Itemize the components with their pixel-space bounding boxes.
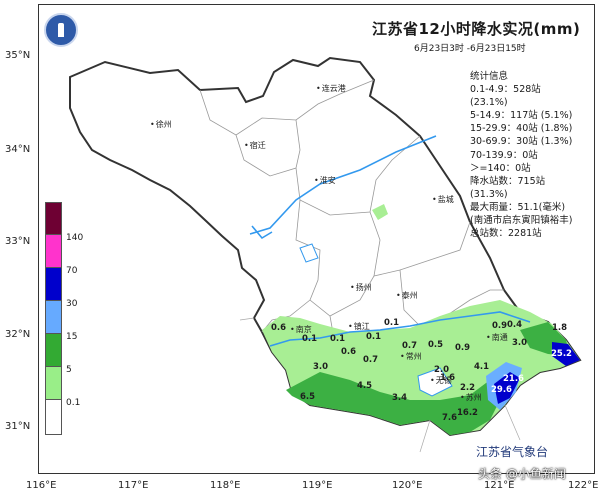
city-label: 镇江 [348,321,370,332]
watermark: 头条 @小鱼新闻 [478,467,566,481]
city-label: 常州 [400,351,422,362]
legend-label: 15 [66,332,78,342]
legend-swatch [45,268,62,301]
legend-label: 0.1 [66,398,81,408]
rain-area-5mm [286,372,505,435]
rain-value: 4.1 [474,362,490,372]
statistics-panel: 统计信息 0.1-4.9：528站 (23.1%) 5-14.9：117站 (5… [470,70,582,240]
legend-swatch [45,400,62,435]
rain-value: 16.2 [457,408,478,418]
legend-label: 30 [66,299,78,309]
lat-label: 32°N [5,329,31,340]
rain-value: 1.8 [552,323,568,333]
legend-label: 70 [66,266,78,276]
rain-value: 0.6 [341,347,357,357]
rain-value: 2.0 [434,365,450,375]
legend-label: 140 [66,233,84,243]
legend-swatch [45,235,62,268]
city-label: 宿迁 [244,140,266,151]
legend-swatch [45,334,62,367]
lon-label: 122°E [568,480,599,491]
rain-value: 6.5 [300,392,316,402]
rain-value: 0.1 [302,334,318,344]
city-label: 泰州 [396,290,418,301]
legend-swatch [45,367,62,400]
lat-label: 35°N [5,50,31,61]
lon-label: 117°E [118,480,149,491]
rain-value: 7.6 [442,413,458,423]
time-range: 6月23日3时 -6月23日15时 [414,44,526,54]
lat-label: 33°N [5,236,31,247]
city-label: 南通 [486,332,508,343]
city-label: 苏州 [460,392,482,403]
map-title: 江苏省12小时降水实况(mm) [372,20,581,38]
rain-value: 0.9 [455,343,471,353]
rain-value: 0.9 [492,321,508,331]
stats-line: 15-29.9：40站 (1.8%) [470,123,573,135]
precip-legend [45,202,62,435]
lon-label: 121°E [484,480,515,491]
stats-line: 30-69.9：30站 (1.3%) [470,136,573,148]
agency-label: 江苏省气象台 [476,445,549,459]
city-label: 无锡 [430,375,452,386]
stats-line: 5-14.9：117站 (5.1%) [470,110,573,122]
rain-value: 0.4 [507,320,523,330]
stats-line: 总站数：2281站 [470,228,542,240]
city-label: 南京 [290,324,312,335]
rain-value: 0.5 [428,340,444,350]
cma-logo [44,13,78,47]
rain-area-30mm-east [552,342,580,366]
lon-label: 116°E [26,480,57,491]
stats-line: (南通市启东寅阳镇裕丰) [470,215,573,227]
rain-value: 0.7 [402,341,418,351]
rain-patch-north [372,204,388,220]
rain-value: 21.6 [503,374,524,384]
rain-value: 3.0 [313,362,329,372]
stats-line: (31.3%) [470,188,508,200]
rain-value: 0.7 [363,355,379,365]
neighbor-outline [239,317,521,453]
legend-swatch [45,301,62,334]
rain-value: 1.6 [440,373,456,383]
stats-heading: 统计信息 [470,71,509,82]
stats-line: 70-139.9：0站 [470,149,538,161]
stats-line: (23.1%) [470,97,508,109]
city-label: 扬州 [350,282,372,293]
rain-value: 25.2 [551,349,572,359]
stats-line: 0.1-4.9：528站 [470,84,541,96]
rain-value: 3.4 [392,393,408,403]
rain-value: 0.1 [384,318,400,328]
lon-label: 120°E [392,480,423,491]
rain-value: 2.2 [460,383,476,393]
rain-value: 29.6 [491,385,512,395]
stats-line: 降水站数：715站 [470,175,546,187]
lon-label: 119°E [302,480,333,491]
rain-value: 3.0 [512,338,528,348]
rain-value: 0.1 [330,334,346,344]
stats-line: ＞=140：0站 [470,162,531,174]
legend-label: 5 [66,365,72,375]
city-label: 徐州 [150,119,172,130]
lon-label: 118°E [210,480,241,491]
rain-value: 0.6 [271,323,287,333]
rain-area-30mm [494,372,520,404]
rain-value: 4.5 [357,381,373,391]
lat-label: 34°N [5,144,31,155]
city-label: 连云港 [316,83,346,94]
rain-value: 0.1 [366,332,382,342]
lat-label: 31°N [5,421,31,432]
city-label: 盐城 [432,194,454,205]
legend-swatch [45,202,62,235]
city-label: 淮安 [314,175,336,186]
stats-line: 最大雨量：51.1(毫米) [470,201,566,213]
